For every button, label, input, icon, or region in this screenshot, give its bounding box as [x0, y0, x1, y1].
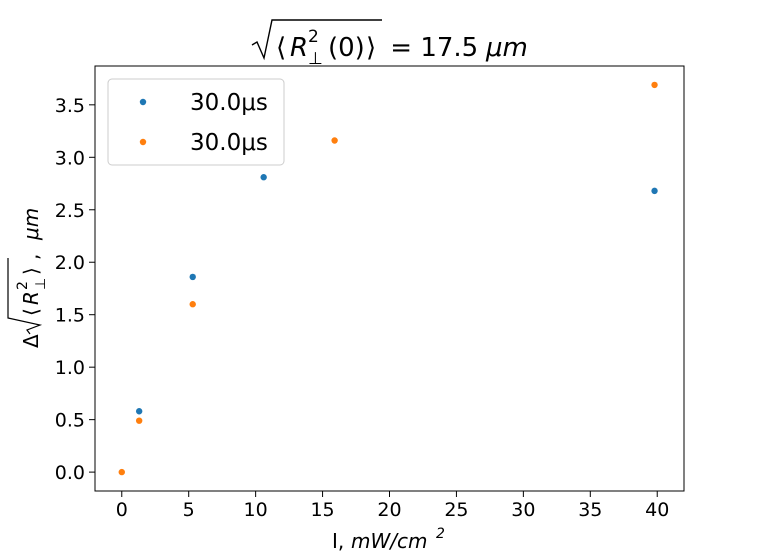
- data-points: [118, 81, 658, 476]
- y-tick-label: 2.0: [55, 252, 85, 274]
- y-tick-label: 3.0: [55, 147, 85, 169]
- data-point-series-1: [135, 408, 143, 415]
- y-tick-label: 3.5: [55, 95, 85, 117]
- xlabel-sup: 2: [436, 526, 445, 542]
- ylabel-unit: μm: [19, 208, 43, 241]
- y-tick-label: 1.0: [55, 357, 85, 379]
- y-tick-label: 0.5: [55, 410, 85, 432]
- y-axis-ticks: 0.0 0.5 1.0 1.5 2.0 2.5 3.0 3.5: [55, 95, 95, 484]
- legend-box: [107, 78, 285, 166]
- y-tick-label: 2.5: [55, 200, 85, 222]
- title-open-bracket: ⟨: [276, 33, 286, 63]
- x-tick-label: 0: [116, 499, 128, 521]
- y-tick-label: 0.0: [55, 462, 85, 484]
- legend-label-series-2: 30.0μs: [190, 130, 268, 156]
- data-point-series-2: [331, 137, 338, 144]
- x-tick-label: 20: [377, 499, 401, 521]
- title-unit: μm: [485, 33, 528, 63]
- legend-marker-series-2: [139, 138, 147, 146]
- x-tick-label: 10: [244, 499, 268, 521]
- title-main: R: [290, 33, 308, 63]
- y-tick-label: 1.5: [55, 305, 85, 327]
- x-axis-label: I, mW/cm 2: [332, 526, 445, 552]
- ylabel-delta: Δ: [19, 334, 43, 348]
- xlabel-main: I,: [332, 529, 351, 552]
- data-point-series-2: [118, 468, 125, 476]
- ylabel-sup: 2: [15, 281, 31, 290]
- legend: 30.0μs 30.0μs: [107, 78, 285, 166]
- x-tick-label: 35: [578, 499, 602, 521]
- y-axis-label: Δ ⟨ R 2 ⊥ ⟩ , μm: [7, 208, 49, 348]
- x-tick-label: 30: [511, 499, 535, 521]
- legend-label-series-1: 30.0μs: [190, 90, 268, 116]
- data-point-series-1: [651, 187, 658, 195]
- x-tick-label: 5: [183, 499, 195, 521]
- chart-title: ⟨ R 2 ⊥ (0) ⟩ = 17.5 μm: [251, 19, 528, 69]
- x-axis-ticks: 0 5 10 15 20 25 30 35 40: [116, 491, 669, 521]
- title-sub: ⊥: [308, 49, 323, 69]
- ylabel-main: R: [19, 291, 43, 305]
- x-tick-label: 15: [310, 499, 334, 521]
- legend-marker-series-1: [139, 98, 147, 106]
- ylabel-sep: ,: [19, 247, 43, 260]
- xlabel-unit: mW/cm: [351, 529, 427, 552]
- ylabel-open-bracket: ⟨: [19, 308, 43, 316]
- data-point-series-2: [135, 417, 143, 424]
- x-tick-label: 25: [444, 499, 468, 521]
- x-tick-label: 40: [645, 499, 669, 521]
- data-point-series-2: [651, 81, 658, 89]
- title-arg: (0): [328, 33, 365, 63]
- ylabel-sqrt-symbol: [7, 258, 43, 335]
- data-point-series-1: [260, 174, 267, 181]
- title-close-bracket: ⟩: [366, 33, 376, 63]
- title-rest: = 17.5: [382, 33, 486, 63]
- ylabel-close-bracket: ⟩: [19, 267, 43, 275]
- data-point-series-1: [189, 273, 196, 281]
- data-point-series-2: [189, 301, 196, 308]
- title-sqrt-symbol: [251, 19, 382, 61]
- ylabel-sub: ⊥: [33, 278, 49, 290]
- title-sup: 2: [308, 27, 319, 47]
